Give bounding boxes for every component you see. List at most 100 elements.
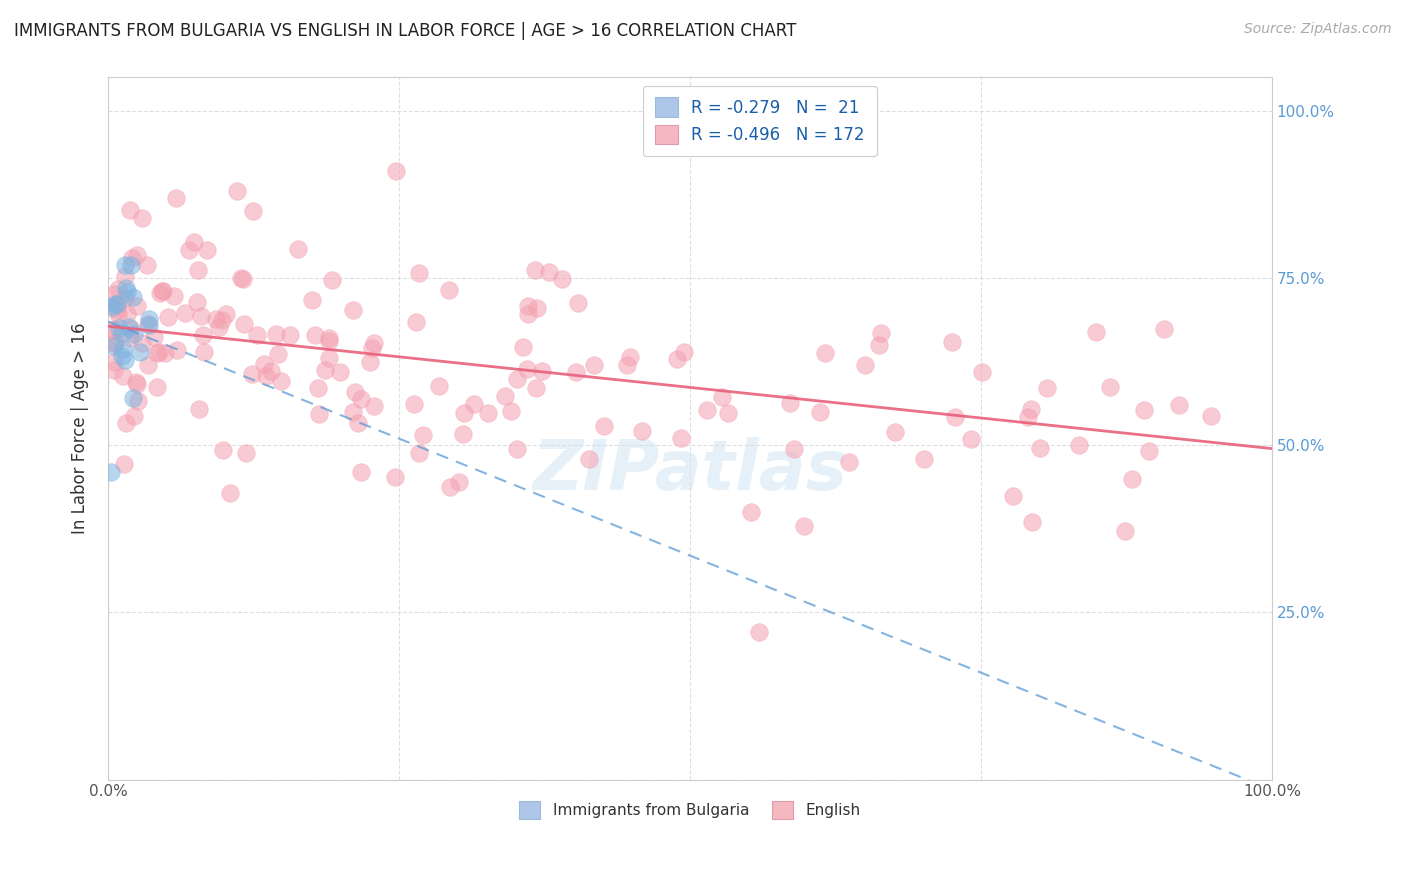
- Point: [1114, 524, 1136, 539]
- Point: [115, 280, 138, 294]
- Point: [138, 318, 160, 332]
- Point: [166, 343, 188, 357]
- Point: [318, 351, 340, 365]
- Point: [307, 381, 329, 395]
- Point: [593, 419, 616, 434]
- Point: [1199, 409, 1222, 423]
- Point: [359, 355, 381, 369]
- Point: [195, 243, 218, 257]
- Point: [122, 326, 145, 341]
- Point: [308, 407, 330, 421]
- Point: [1017, 410, 1039, 425]
- Point: [128, 344, 150, 359]
- Point: [619, 351, 641, 365]
- Point: [363, 399, 385, 413]
- Point: [153, 345, 176, 359]
- Point: [163, 289, 186, 303]
- Point: [211, 312, 233, 326]
- Point: [127, 377, 149, 392]
- Point: [246, 328, 269, 343]
- Point: [449, 475, 471, 490]
- Point: [105, 303, 128, 318]
- Point: [232, 272, 254, 286]
- Point: [103, 355, 125, 369]
- Point: [114, 268, 136, 283]
- Point: [254, 368, 277, 383]
- Point: [103, 322, 125, 336]
- Point: [578, 452, 600, 467]
- Point: [226, 184, 249, 198]
- Point: [524, 263, 547, 277]
- Point: [112, 342, 135, 356]
- Point: [838, 455, 860, 469]
- Point: [187, 262, 209, 277]
- Point: [506, 442, 529, 456]
- Point: [517, 299, 540, 313]
- Point: [107, 307, 129, 321]
- Point: [526, 301, 548, 316]
- Point: [122, 409, 145, 424]
- Point: [318, 331, 340, 345]
- Point: [267, 347, 290, 361]
- Point: [131, 336, 153, 351]
- Point: [103, 287, 125, 301]
- Point: [672, 345, 695, 359]
- Point: [115, 285, 138, 299]
- Point: [453, 406, 475, 420]
- Point: [630, 424, 652, 438]
- Point: [1028, 441, 1050, 455]
- Point: [350, 465, 373, 479]
- Point: [174, 306, 197, 320]
- Point: [1167, 398, 1189, 412]
- Point: [537, 265, 560, 279]
- Point: [136, 317, 159, 331]
- Point: [551, 272, 574, 286]
- Point: [190, 309, 212, 323]
- Point: [463, 397, 485, 411]
- Point: [103, 322, 125, 336]
- Point: [665, 351, 688, 366]
- Point: [314, 362, 336, 376]
- Point: [499, 403, 522, 417]
- Point: [1098, 380, 1121, 394]
- Point: [118, 203, 141, 218]
- Point: [868, 337, 890, 351]
- Point: [384, 469, 406, 483]
- Point: [1132, 403, 1154, 417]
- Point: [235, 445, 257, 459]
- Point: [350, 392, 373, 407]
- Point: [117, 307, 139, 321]
- Point: [214, 307, 236, 321]
- Point: [412, 428, 434, 442]
- Point: [477, 406, 499, 420]
- Point: [517, 307, 540, 321]
- Point: [342, 302, 364, 317]
- Point: [363, 335, 385, 350]
- Point: [321, 272, 343, 286]
- Point: [360, 341, 382, 355]
- Point: [748, 625, 770, 640]
- Point: [516, 362, 538, 376]
- Point: [138, 312, 160, 326]
- Point: [232, 318, 254, 332]
- Point: [112, 369, 135, 384]
- Point: [671, 432, 693, 446]
- Text: IMMIGRANTS FROM BULGARIA VS ENGLISH IN LABOR FORCE | AGE > 16 CORRELATION CHART: IMMIGRANTS FROM BULGARIA VS ENGLISH IN L…: [14, 22, 796, 40]
- Point: [301, 293, 323, 307]
- Point: [121, 251, 143, 265]
- Point: [710, 390, 733, 404]
- Point: [148, 345, 170, 359]
- Point: [1036, 381, 1059, 395]
- Point: [260, 364, 283, 378]
- Point: [114, 291, 136, 305]
- Point: [120, 322, 142, 336]
- Point: [165, 191, 187, 205]
- Point: [779, 395, 801, 409]
- Point: [120, 258, 142, 272]
- Point: [814, 345, 837, 359]
- Point: [405, 315, 427, 329]
- Point: [717, 406, 740, 420]
- Point: [437, 283, 460, 297]
- Point: [793, 519, 815, 533]
- Point: [329, 365, 352, 379]
